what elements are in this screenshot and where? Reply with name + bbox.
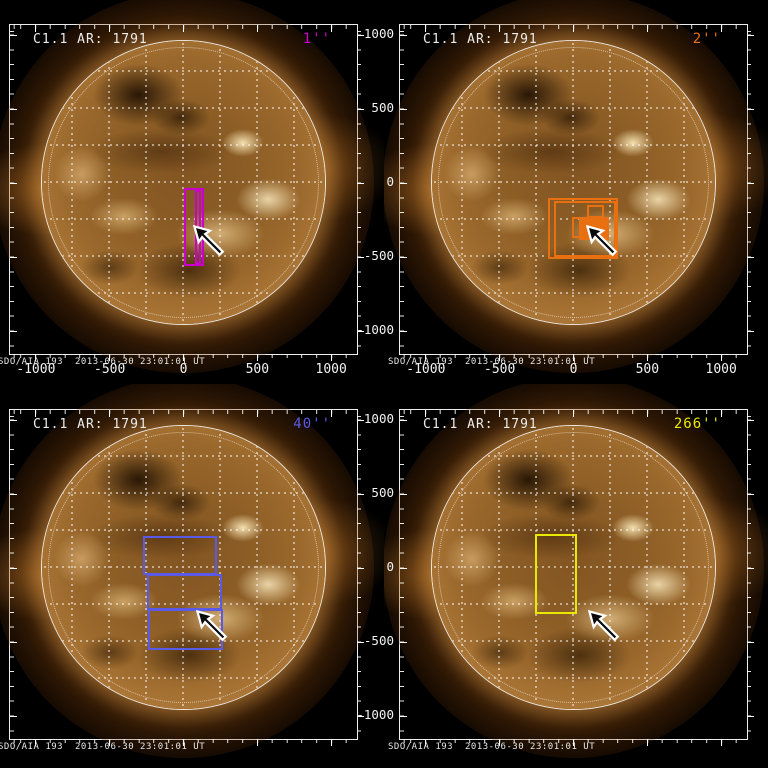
raster-scale-label: 266'' xyxy=(673,416,721,432)
sun-disk xyxy=(432,426,715,709)
raster-scale-label: 2'' xyxy=(692,31,721,47)
panel-title: C1.1 AR: 1791 xyxy=(33,417,148,432)
instrument-timestamp-caption: SDO/AIA 193 2013-06-30 23:01:01 UT xyxy=(388,742,596,752)
sun-disk xyxy=(432,41,715,324)
raster-scale-label: 1'' xyxy=(302,31,331,47)
panel-fov-1arcsec: C1.1 AR: 1791 1'' SDO/AIA 193 2013-06-30… xyxy=(0,0,384,384)
plot-frame: C1.1 AR: 1791 266'' SDO/AIA 193 2013-06-… xyxy=(384,384,768,758)
x-tick-label: -500 xyxy=(94,362,126,377)
raster-scale-label: 40'' xyxy=(293,416,331,432)
x-axis-tick-labels: -1000 -500 0 500 1000 xyxy=(10,362,357,377)
sun-disk xyxy=(42,426,325,709)
panel-title: C1.1 AR: 1791 xyxy=(33,32,148,47)
panel-fov-2arcsec: C1.1 AR: 1791 2'' SDO/AIA 193 2013-06-30… xyxy=(384,0,768,384)
sun-disk xyxy=(42,41,325,324)
x-tick-label: -500 xyxy=(484,362,516,377)
fov-rect-2arcsec xyxy=(547,198,618,260)
panel-title: C1.1 AR: 1791 xyxy=(423,32,538,47)
fov-rect-266arcsec xyxy=(535,533,578,614)
panel-fov-266arcsec: C1.1 AR: 1791 266'' SDO/AIA 193 2013-06-… xyxy=(384,384,768,768)
heliographic-grid xyxy=(432,41,715,324)
x-tick-label: 500 xyxy=(245,362,270,377)
fov-rect-40arcsec xyxy=(148,608,224,650)
fov-rect-40arcsec xyxy=(147,573,223,610)
x-tick-label: -1000 xyxy=(16,362,56,377)
pointer-arrow-icon xyxy=(586,225,618,257)
x-tick-label: 0 xyxy=(569,362,578,377)
x-axis-tick-labels: -1000 -500 0 500 1000 xyxy=(400,362,747,377)
plot-frame: C1.1 AR: 1791 40'' SDO/AIA 193 2013-06-3… xyxy=(0,384,384,758)
panel-fov-40arcsec: C1.1 AR: 1791 40'' SDO/AIA 193 2013-06-3… xyxy=(0,384,384,768)
fov-rect-1arcsec xyxy=(184,188,204,267)
heliographic-grid xyxy=(432,426,715,709)
instrument-timestamp-caption: SDO/AIA 193 2013-06-30 23:01:01 UT xyxy=(0,357,206,367)
x-tick-label: 0 xyxy=(179,362,188,377)
instrument-timestamp-caption: SDO/AIA 193 2013-06-30 23:01:01 UT xyxy=(388,357,596,367)
panel-title: C1.1 AR: 1791 xyxy=(423,417,538,432)
x-tick-label: 1000 xyxy=(705,362,737,377)
x-tick-label: 1000 xyxy=(315,362,347,377)
instrument-timestamp-caption: SDO/AIA 193 2013-06-30 23:01:01 UT xyxy=(0,742,206,752)
x-tick-label: -1000 xyxy=(406,362,446,377)
fov-rect-40arcsec xyxy=(143,535,218,575)
heliographic-grid xyxy=(42,41,325,324)
pointer-arrow-icon xyxy=(588,609,620,642)
plot-frame: C1.1 AR: 1791 2'' SDO/AIA 193 2013-06-30… xyxy=(384,0,768,377)
plot-frame: C1.1 AR: 1791 1'' SDO/AIA 193 2013-06-30… xyxy=(0,0,384,377)
pointer-arrow-icon xyxy=(192,225,224,257)
x-tick-label: 500 xyxy=(635,362,660,377)
fov-rect-2arcsec xyxy=(554,200,616,257)
heliographic-grid xyxy=(42,426,325,709)
pointer-arrow-icon xyxy=(196,609,228,642)
